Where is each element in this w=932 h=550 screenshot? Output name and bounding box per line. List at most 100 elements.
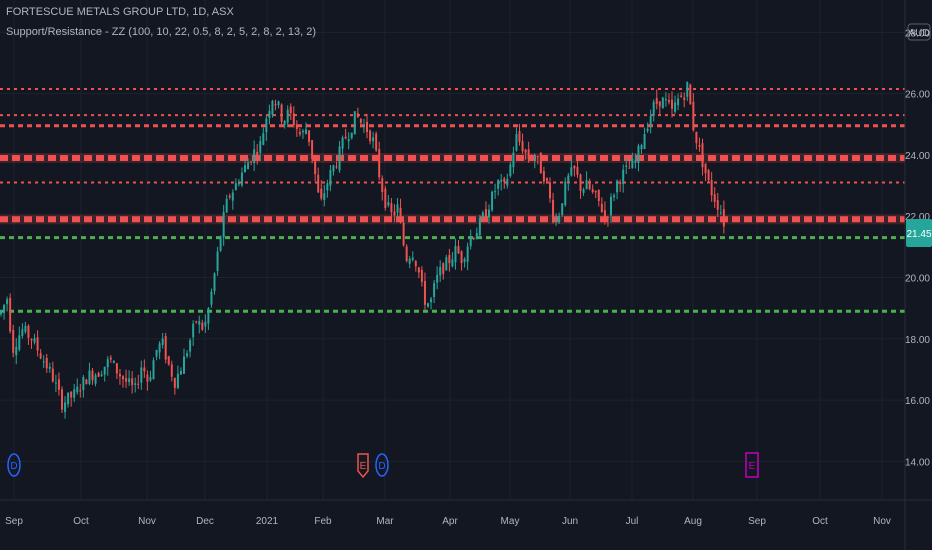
candle-body [347, 139, 350, 142]
event-label: E [749, 461, 756, 472]
candle-body [237, 183, 240, 185]
candle-body [463, 258, 466, 262]
x-tick-label: Nov [138, 516, 156, 527]
candle-body [622, 169, 625, 185]
candle-body [555, 219, 558, 221]
candle-body [219, 236, 222, 251]
candle-body [372, 137, 375, 142]
candle-body [9, 297, 12, 332]
candle-body [112, 360, 115, 363]
candle-body [189, 340, 192, 352]
candle-body [326, 183, 329, 191]
candle-body [134, 383, 137, 385]
price-axis[interactable]: 14.00 16.00 18.00 20.00 22.00 24.00 26.00 28.00… [904, 0, 932, 550]
candle-body [82, 377, 85, 390]
x-tick-label: 2021 [256, 516, 279, 527]
candle-body [506, 178, 509, 186]
candle-body [274, 104, 277, 106]
candle-body [6, 299, 9, 305]
candle-body [359, 118, 362, 123]
candle-body [122, 376, 124, 380]
candle-body [152, 360, 155, 380]
candle-body [341, 137, 344, 149]
candle-body [393, 211, 396, 216]
candle-body [283, 121, 286, 125]
candle-body [76, 386, 79, 393]
earnings-marker-upcoming[interactable]: E [745, 452, 759, 478]
candle-body [564, 181, 567, 206]
candle-body [649, 116, 652, 125]
indicator-label[interactable]: Support/Resistance - ZZ (100, 10, 22, 0.… [6, 26, 317, 38]
candle-body [430, 298, 433, 303]
candle-body [637, 145, 640, 163]
support-resistance-levels [0, 88, 905, 313]
candle-body [494, 191, 497, 193]
x-tick-label: Mar [376, 516, 394, 527]
y-tick-label: 24.00 [905, 151, 930, 162]
candle-body [460, 251, 463, 264]
candle-body [125, 378, 128, 382]
candle-body [131, 378, 134, 386]
candle-body [292, 113, 295, 126]
candle-body [54, 382, 57, 384]
candle-body [280, 104, 283, 122]
candle-body [85, 379, 88, 385]
candle-body [573, 165, 576, 169]
earnings-shape [745, 452, 759, 478]
candle-body [183, 356, 185, 374]
y-tick-label: 16.00 [905, 396, 930, 407]
candlestick-series [0, 81, 725, 419]
candle-body [128, 378, 131, 383]
x-tick-label: Sep [5, 516, 23, 527]
candle-body [30, 338, 33, 341]
candle-body [628, 167, 631, 169]
candle-body [545, 178, 548, 181]
candle-body [27, 325, 30, 338]
candle-body [689, 84, 692, 105]
candle-body [414, 260, 417, 267]
candle-body [378, 149, 381, 178]
dividend-marker[interactable]: D [375, 453, 389, 477]
candle-body [301, 130, 304, 133]
candle-body [594, 191, 597, 193]
candle-body [469, 236, 472, 247]
candle-body [186, 353, 189, 357]
candle-body [61, 389, 63, 410]
candle-body [475, 232, 478, 240]
candle-body [542, 171, 545, 182]
candle-body [503, 178, 506, 182]
candle-body [344, 136, 347, 139]
candle-body [94, 375, 97, 384]
candle-body [625, 165, 628, 168]
earnings-marker[interactable]: E [357, 453, 369, 479]
candle-body [36, 337, 39, 351]
time-axis[interactable]: Sep Oct Nov Dec 2021 Feb Mar Apr May Jun Jul Aug Sep… [0, 499, 932, 527]
candle-body [399, 207, 402, 223]
candle-body [561, 203, 564, 216]
candle-body [311, 140, 314, 159]
candle-body [170, 364, 173, 377]
candle-body [484, 208, 487, 217]
candle-body [298, 131, 301, 135]
y-tick-label: 26.00 [905, 90, 930, 101]
candle-body [225, 198, 228, 213]
y-tick-label: 22.00 [905, 212, 930, 223]
candle-body [420, 269, 423, 282]
candle-body [97, 372, 100, 377]
candle-body [588, 180, 591, 190]
candle-body [707, 170, 710, 181]
candle-body [500, 179, 503, 182]
candle-body [198, 321, 201, 325]
candle-body [433, 283, 436, 298]
candle-body [652, 101, 655, 116]
x-tick-label: Oct [812, 516, 828, 527]
y-tick-label: 20.00 [905, 273, 930, 284]
candle-body [610, 196, 612, 216]
dividend-marker[interactable]: D [7, 453, 21, 477]
candle-body [228, 195, 231, 198]
candle-body [51, 368, 54, 382]
currency-button[interactable]: AUD [907, 23, 931, 41]
candle-body [491, 191, 494, 211]
